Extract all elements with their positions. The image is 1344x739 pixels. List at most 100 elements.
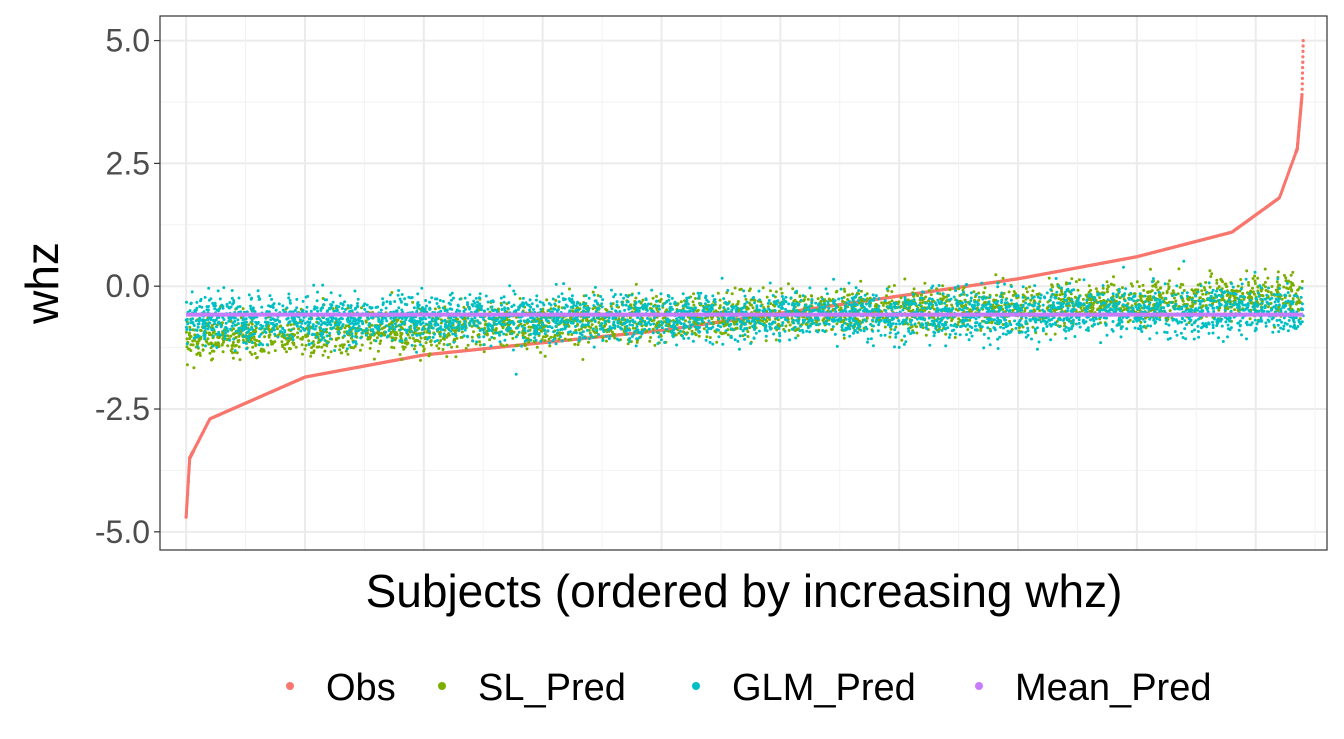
point-sl-pred [941,284,945,288]
point-sl-pred [1168,279,1171,283]
point-sl-pred [352,346,356,350]
point-sl-pred [983,286,987,290]
point-obs [1301,39,1305,43]
point-sl-pred [418,340,422,344]
point-sl-pred [343,326,347,330]
point-sl-pred [1076,288,1080,292]
point-sl-pred [1135,280,1139,284]
point-sl-pred [322,343,326,347]
point-glm-pred [412,306,416,310]
point-obs [1300,87,1304,91]
point-sl-pred [1139,298,1143,302]
point-sl-pred [1037,292,1041,296]
point-sl-pred [310,346,314,350]
point-sl-pred [435,344,439,348]
point-sl-pred [1091,303,1095,307]
point-sl-pred [421,344,425,348]
point-sl-pred [230,347,234,351]
point-sl-pred [301,335,305,339]
point-obs [1301,55,1305,59]
point-sl-pred [993,305,997,309]
point-sl-pred [1011,294,1015,297]
point-sl-pred [539,351,543,354]
point-sl-pred [1215,281,1219,285]
point-sl-pred [238,358,242,362]
point-sl-pred [307,339,311,343]
point-sl-pred [1282,285,1286,289]
point-sl-pred [1298,301,1301,305]
point-glm-pred [956,284,960,288]
point-sl-pred [1126,320,1130,324]
point-glm-pred [757,289,761,293]
point-sl-pred [730,292,734,296]
point-sl-pred [1137,285,1141,288]
point-sl-pred [1090,298,1093,302]
point-sl-pred [1158,286,1162,290]
point-sl-pred [231,343,235,347]
point-sl-pred [950,303,954,307]
point-sl-pred [437,341,441,345]
point-sl-pred [903,277,907,281]
point-sl-pred [747,301,751,305]
point-sl-pred [1077,278,1081,282]
point-sl-pred [1210,272,1214,276]
point-obs [1300,76,1304,80]
point-sl-pred [796,334,800,338]
point-sl-pred [787,328,791,332]
point-sl-pred [1101,286,1105,290]
point-sl-pred [185,363,189,367]
point-sl-pred [334,338,338,342]
point-glm-pred [659,338,663,342]
point-sl-pred [329,350,333,354]
point-sl-pred [251,345,255,349]
point-sl-pred [1264,288,1268,292]
point-sl-pred [1181,283,1185,287]
point-sl-pred [398,353,402,356]
point-sl-pred [1087,284,1091,288]
point-sl-pred [1172,296,1176,300]
point-sl-pred [962,286,966,290]
point-sl-pred [1141,283,1145,287]
point-sl-pred [525,347,529,351]
point-sl-pred [935,287,939,291]
point-glm-pred [216,289,220,293]
point-sl-pred [1276,270,1280,274]
point-sl-pred [212,330,216,334]
point-sl-pred [320,345,324,349]
point-sl-pred [1142,288,1146,292]
point-sl-pred [1007,290,1011,294]
point-sl-pred [1023,309,1027,313]
point-sl-pred [842,287,846,291]
point-sl-pred [1187,298,1191,302]
point-glm-pred [1182,259,1186,263]
point-sl-pred [255,356,259,360]
point-sl-pred [561,331,564,335]
point-sl-pred [1121,286,1124,290]
point-glm-pred [860,320,864,324]
point-sl-pred [543,339,547,343]
point-sl-pred [376,349,380,353]
point-sl-pred [1094,287,1098,291]
point-glm-pred [859,295,863,299]
point-sl-pred [236,340,240,344]
point-sl-pred [400,332,404,335]
point-sl-pred [1256,276,1260,280]
point-sl-pred [943,295,946,299]
point-sl-pred [693,297,697,300]
point-sl-pred [841,299,844,303]
point-glm-pred [905,321,909,325]
point-sl-pred [653,343,657,347]
point-sl-pred [470,335,474,339]
point-sl-pred [948,288,952,292]
point-glm-pred [1196,290,1200,294]
point-sl-pred [1106,290,1109,294]
point-sl-pred [241,307,245,311]
point-sl-pred [780,291,784,295]
point-sl-pred [744,297,748,301]
point-sl-pred [321,353,325,357]
point-sl-pred [591,307,595,311]
point-sl-pred [504,333,508,337]
point-sl-pred [1217,285,1221,289]
point-glm-pred [222,286,226,290]
point-sl-pred [953,336,957,339]
